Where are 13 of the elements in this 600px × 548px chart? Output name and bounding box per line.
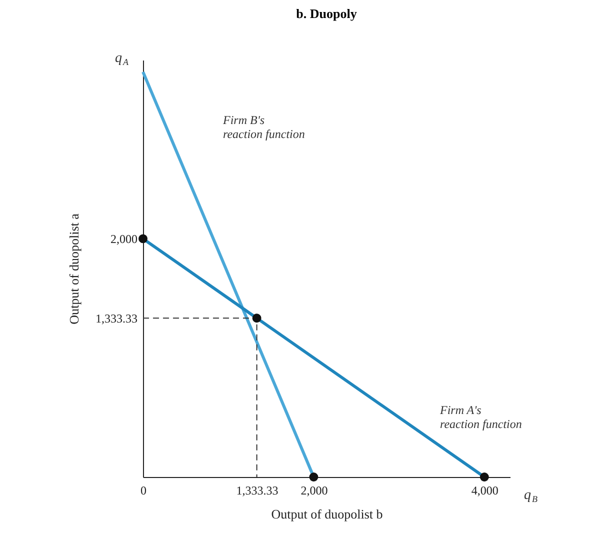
point (309, 472, 318, 482)
x-tick-label: 2,000 (300, 484, 328, 498)
point (138, 234, 148, 244)
x-axis-title: Output of duopolist b (271, 506, 383, 522)
x-tick-label: 4,000 (471, 484, 498, 498)
point (252, 314, 262, 323)
x-tick-label: 1,333.33 (236, 484, 278, 498)
annotation: Firm A's reaction function (439, 403, 522, 431)
annotation: Firm B's reaction function (222, 113, 305, 141)
point (480, 472, 489, 482)
chart-title: b. Duopoly (296, 6, 358, 21)
y-axis-title: Output of duopolist a (66, 213, 82, 324)
x-tick-label: 0 (140, 484, 146, 498)
